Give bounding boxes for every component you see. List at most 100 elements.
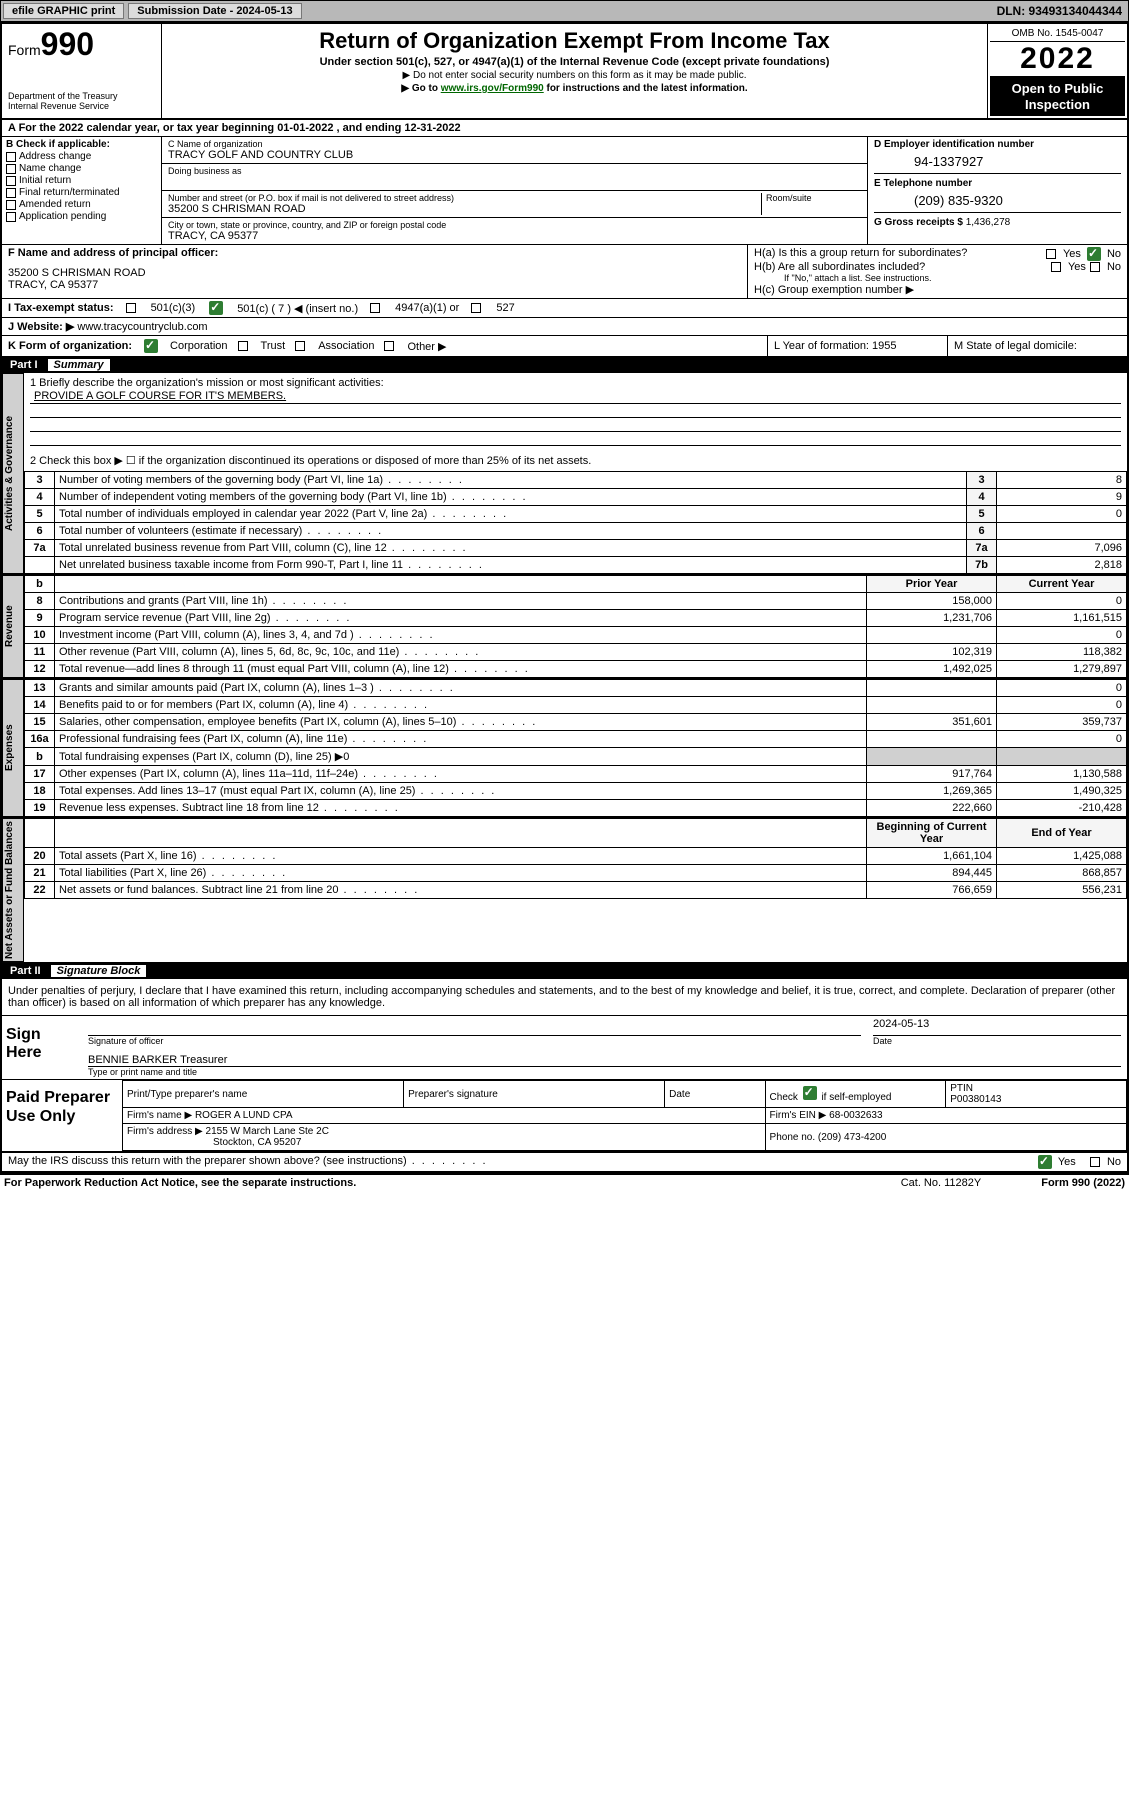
lbl-corp: Corporation bbox=[170, 340, 227, 352]
hb-no-chk[interactable] bbox=[1090, 262, 1100, 272]
may-irs-yes-chk[interactable] bbox=[1038, 1155, 1052, 1169]
lbl-trust: Trust bbox=[261, 340, 286, 352]
form-subtitle: Under section 501(c), 527, or 4947(a)(1)… bbox=[168, 56, 981, 68]
line-num: 15 bbox=[25, 714, 55, 731]
ptin-value: P00380143 bbox=[950, 1094, 1001, 1105]
chk-other[interactable] bbox=[384, 341, 394, 351]
chk-amended-return[interactable] bbox=[6, 200, 16, 210]
chk-527[interactable] bbox=[471, 303, 481, 313]
part2-title: Signature Block bbox=[51, 965, 147, 977]
may-irs-no-chk[interactable] bbox=[1090, 1157, 1100, 1167]
efile-print-button[interactable]: efile GRAPHIC print bbox=[3, 3, 124, 19]
revenue-table: b Prior Year Current Year8 Contributions… bbox=[24, 575, 1127, 678]
mission-blank-2 bbox=[30, 418, 1121, 432]
line-current bbox=[997, 748, 1127, 766]
line-box: 7a bbox=[967, 540, 997, 557]
line-desc: Number of voting members of the governin… bbox=[55, 472, 967, 489]
col-c-org-info: C Name of organization TRACY GOLF AND CO… bbox=[162, 137, 867, 244]
ha-label: H(a) Is this a group return for subordin… bbox=[754, 247, 967, 261]
lbl-name-change: Name change bbox=[19, 163, 81, 174]
form-note2: ▶ Go to www.irs.gov/Form990 for instruct… bbox=[168, 83, 981, 94]
line-num: 21 bbox=[25, 865, 55, 882]
chk-final-return[interactable] bbox=[6, 188, 16, 198]
f-label: F Name and address of principal officer: bbox=[8, 247, 741, 259]
line-desc: Net unrelated business taxable income fr… bbox=[55, 557, 967, 574]
line-num: 13 bbox=[25, 680, 55, 697]
line1-label: 1 Briefly describe the organization's mi… bbox=[30, 377, 1121, 389]
lbl-amended-return: Amended return bbox=[19, 199, 91, 210]
line-desc: Total expenses. Add lines 13–17 (must eq… bbox=[55, 783, 867, 800]
vtab-netassets: Net Assets or Fund Balances bbox=[2, 818, 24, 962]
addr-value: 35200 S CHRISMAN ROAD bbox=[168, 203, 761, 215]
line2-text: 2 Check this box ▶ ☐ if the organization… bbox=[30, 454, 1121, 467]
sig-officer-label: Signature of officer bbox=[88, 1036, 861, 1046]
part1-header: Part I Summary bbox=[2, 357, 1127, 373]
chk-initial-return[interactable] bbox=[6, 176, 16, 186]
line-val: 9 bbox=[997, 489, 1127, 506]
hb-yes: Yes bbox=[1068, 261, 1086, 273]
chk-corp[interactable] bbox=[144, 339, 158, 353]
declaration-text: Under penalties of perjury, I declare th… bbox=[2, 979, 1127, 1016]
line-num: 18 bbox=[25, 783, 55, 800]
k-label: K Form of organization: bbox=[8, 340, 132, 352]
line-desc: Total number of individuals employed in … bbox=[55, 506, 967, 523]
netassets-table: Beginning of Current Year End of Year20 … bbox=[24, 818, 1127, 899]
firm-name-label: Firm's name ▶ bbox=[127, 1110, 192, 1121]
self-employed-chk[interactable] bbox=[803, 1086, 817, 1100]
paid-c4: Check if self-employed bbox=[765, 1081, 946, 1108]
ha-yes-chk[interactable] bbox=[1046, 249, 1056, 259]
row-h: H(a) Is this a group return for subordin… bbox=[747, 245, 1127, 298]
part2-label: Part II bbox=[10, 965, 41, 977]
form-header: Form990 Department of the Treasury Inter… bbox=[2, 24, 1127, 120]
line-current: 0 bbox=[997, 731, 1127, 748]
sig-date-label: Date bbox=[873, 1036, 1121, 1046]
net-hdr-end: End of Year bbox=[997, 819, 1127, 848]
top-toolbar: efile GRAPHIC print Submission Date - 20… bbox=[0, 0, 1129, 22]
line-current: 0 bbox=[997, 680, 1127, 697]
chk-501c3[interactable] bbox=[126, 303, 136, 313]
ha-no-chk[interactable] bbox=[1087, 247, 1101, 261]
row-f-h: F Name and address of principal officer:… bbox=[2, 245, 1127, 299]
open-pub-1: Open to Public bbox=[1012, 81, 1104, 96]
footer-right: Form 990 (2022) bbox=[1041, 1177, 1125, 1189]
chk-name-change[interactable] bbox=[6, 164, 16, 174]
f-addr1: 35200 S CHRISMAN ROAD bbox=[8, 267, 741, 279]
line-desc: Net assets or fund balances. Subtract li… bbox=[55, 882, 867, 899]
dept-line2: Internal Revenue Service bbox=[8, 101, 155, 111]
chk-address-change[interactable] bbox=[6, 152, 16, 162]
line-box: 4 bbox=[967, 489, 997, 506]
line-prior bbox=[867, 697, 997, 714]
chk-app-pending[interactable] bbox=[6, 212, 16, 222]
submission-date-button[interactable]: Submission Date - 2024-05-13 bbox=[128, 3, 301, 19]
governance-table: 3 Number of voting members of the govern… bbox=[24, 471, 1127, 574]
hb-yes-chk[interactable] bbox=[1051, 262, 1061, 272]
chk-501c7[interactable] bbox=[209, 301, 223, 315]
net-hdr-blank-n bbox=[25, 819, 55, 848]
line-desc: Program service revenue (Part VIII, line… bbox=[55, 610, 867, 627]
line-desc: Total unrelated business revenue from Pa… bbox=[55, 540, 967, 557]
line-current: 1,130,588 bbox=[997, 766, 1127, 783]
line-desc: Other revenue (Part VIII, column (A), li… bbox=[55, 644, 867, 661]
line-prior: 917,764 bbox=[867, 766, 997, 783]
chk-trust[interactable] bbox=[238, 341, 248, 351]
lbl-527: 527 bbox=[496, 302, 514, 314]
paid-preparer-table: Print/Type preparer's name Preparer's si… bbox=[122, 1080, 1127, 1151]
chk-4947[interactable] bbox=[370, 303, 380, 313]
m-state: M State of legal domicile: bbox=[947, 336, 1127, 356]
ha-no: No bbox=[1107, 248, 1121, 260]
line-current: 0 bbox=[997, 697, 1127, 714]
revenue-block: Revenue b Prior Year Current Year8 Contr… bbox=[2, 575, 1127, 679]
may-irs-yes: Yes bbox=[1058, 1156, 1076, 1168]
irs-link[interactable]: www.irs.gov/Form990 bbox=[441, 83, 544, 94]
line-num: 4 bbox=[25, 489, 55, 506]
chk-assoc[interactable] bbox=[295, 341, 305, 351]
header-middle: Return of Organization Exempt From Incom… bbox=[162, 24, 987, 118]
f-addr2: TRACY, CA 95377 bbox=[8, 279, 741, 291]
line-num: 6 bbox=[25, 523, 55, 540]
firm-name-value: ROGER A LUND CPA bbox=[195, 1110, 293, 1121]
line-desc: Professional fundraising fees (Part IX, … bbox=[55, 731, 867, 748]
note2-pre: ▶ Go to bbox=[401, 83, 440, 94]
line-end: 1,425,088 bbox=[997, 848, 1127, 865]
line-prior: 1,492,025 bbox=[867, 661, 997, 678]
paid-check-pre: Check bbox=[770, 1092, 798, 1103]
